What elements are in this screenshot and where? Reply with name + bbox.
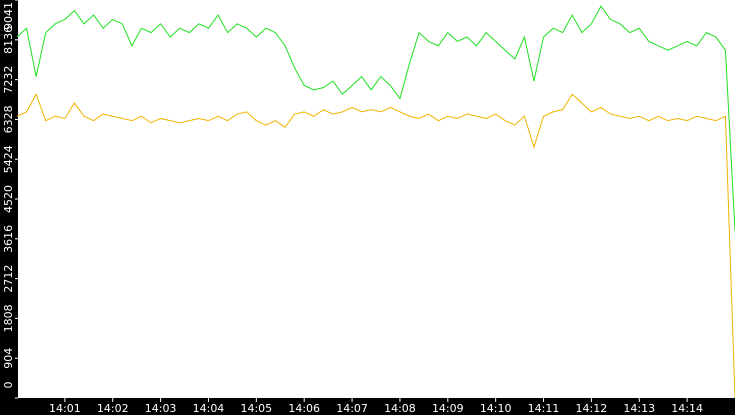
x-tick-label: 14:13 <box>623 402 655 415</box>
y-axis-bar <box>0 0 18 415</box>
y-tick-label: 904 <box>2 348 15 369</box>
x-tick-label: 14:09 <box>432 402 464 415</box>
y-tick-label: 9041 <box>2 2 15 30</box>
y-tick-label: 2712 <box>2 265 15 293</box>
y-tick-label: 8136 <box>2 26 15 54</box>
x-tick-label: 14:06 <box>288 402 320 415</box>
x-tick-label: 14:04 <box>193 402 225 415</box>
y-tick-label: 3616 <box>2 225 15 253</box>
x-tick-label: 14:07 <box>336 402 368 415</box>
x-tick-label: 14:01 <box>49 402 81 415</box>
y-tick-label: 0 <box>2 382 15 389</box>
x-axis-bar <box>0 398 735 415</box>
series-line <box>16 93 735 399</box>
x-tick-label: 14:03 <box>145 402 177 415</box>
x-tick-label: 14:14 <box>671 402 703 415</box>
y-tick-label: 1808 <box>2 304 15 332</box>
y-tick-label: 6328 <box>2 105 15 133</box>
x-tick-label: 14:11 <box>528 402 560 415</box>
y-tick-label: 4520 <box>2 185 15 213</box>
x-tick-label: 14:08 <box>384 402 416 415</box>
y-tick-label: 5424 <box>2 145 15 173</box>
y-tick-label: 7232 <box>2 66 15 94</box>
series-line <box>16 5 735 231</box>
x-tick-label: 14:02 <box>97 402 129 415</box>
x-tick-label: 14:12 <box>576 402 608 415</box>
x-tick-label: 14:10 <box>480 402 512 415</box>
x-tick-label: 14:05 <box>240 402 272 415</box>
